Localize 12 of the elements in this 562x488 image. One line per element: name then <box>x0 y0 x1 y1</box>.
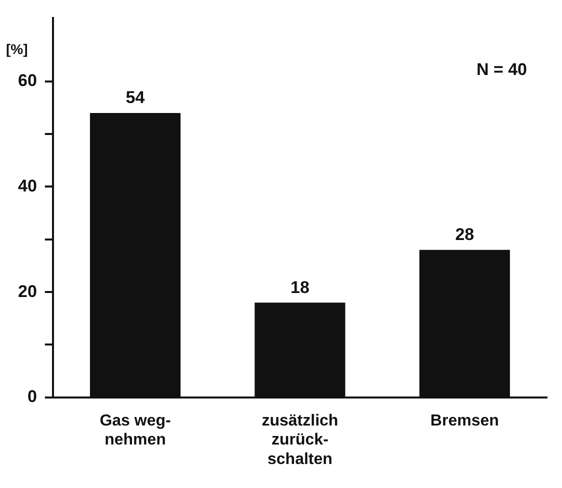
y-tick-label: 20 <box>18 282 37 301</box>
y-axis-title: [%] <box>6 41 28 58</box>
data-label: 28 <box>455 225 474 244</box>
y-tick-label: 40 <box>18 176 37 196</box>
y-tick-label: 60 <box>18 71 37 90</box>
x-tick-label: zusätzlich zurück- schalten <box>262 412 338 468</box>
data-label: 54 <box>126 88 146 108</box>
x-tick-label: Bremsen <box>430 412 499 430</box>
annotation: N = 40 <box>476 60 527 79</box>
x-tick-label: Gas weg- nehmen <box>100 412 171 449</box>
data-label: 18 <box>290 278 310 297</box>
y-tick-label: 0 <box>27 387 37 406</box>
